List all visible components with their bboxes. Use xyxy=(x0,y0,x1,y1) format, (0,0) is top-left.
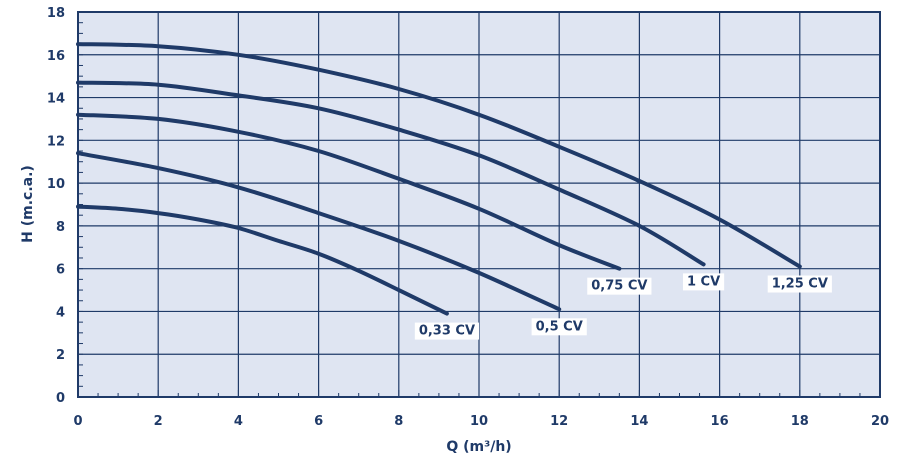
curve-line xyxy=(76,80,706,267)
x-tick-label: 16 xyxy=(711,414,729,429)
y-tick-label: 18 xyxy=(47,6,65,21)
y-tick-label: 16 xyxy=(47,49,65,64)
y-tick-label: 14 xyxy=(47,92,65,107)
curve-label-text: 0,5 CV xyxy=(536,319,583,334)
y-tick-label: 8 xyxy=(56,220,65,235)
y-tick-label: 4 xyxy=(56,305,65,320)
x-tick-label: 12 xyxy=(550,414,568,429)
curve-label: 0,33 CV xyxy=(414,322,480,340)
x-axis-title: Q (m³/h) xyxy=(446,439,511,455)
curve-label: 1 CV xyxy=(682,273,725,291)
y-tick-labels: 0 2 4 6 8 10 12 14 16 18 xyxy=(47,6,65,406)
curve-label-background xyxy=(531,318,587,336)
curve-label: 0,75 CV xyxy=(587,277,652,295)
curve-line xyxy=(76,42,802,269)
y-tick-label: 2 xyxy=(56,348,65,363)
x-tick-label: 20 xyxy=(871,414,889,429)
y-tick-label: 6 xyxy=(56,263,65,278)
curve-line xyxy=(76,151,562,312)
x-tick-label: 8 xyxy=(394,414,403,429)
curve-line xyxy=(76,204,449,316)
y-axis-title: H (m.c.a.) xyxy=(20,165,36,243)
x-tick-label: 6 xyxy=(314,414,323,429)
pump-curves xyxy=(76,42,802,316)
y-tick-label: 10 xyxy=(47,177,65,192)
x-tick-label: 14 xyxy=(630,414,648,429)
x-tick-labels: 0 2 4 6 8 10 12 14 16 18 20 xyxy=(73,414,889,429)
curve-label-text: 1,25 CV xyxy=(772,277,828,292)
curve-line xyxy=(76,112,622,271)
y-tick-label: 12 xyxy=(47,134,65,149)
curve-label-text: 1 CV xyxy=(687,274,720,289)
curve-label-background xyxy=(587,277,652,295)
x-tick-label: 10 xyxy=(470,414,488,429)
plot-frame xyxy=(77,11,881,398)
curve-label-background xyxy=(414,322,480,340)
y-tick-label: 0 xyxy=(56,391,65,406)
curve-label: 1,25 CV xyxy=(767,275,832,293)
curve-labels: 0,33 CV 0,5 CV 0,75 CV 1 CV 1,25 CV xyxy=(414,273,832,340)
curve-label: 0,5 CV xyxy=(531,318,587,336)
curve-label-background xyxy=(767,275,832,293)
curve-label-text: 0,33 CV xyxy=(419,324,475,339)
x-tick-label: 18 xyxy=(791,414,809,429)
x-tick-label: 0 xyxy=(73,414,82,429)
x-tick-label: 4 xyxy=(234,414,243,429)
x-tick-label: 2 xyxy=(154,414,163,429)
curve-label-background xyxy=(682,273,725,291)
curve-label-text: 0,75 CV xyxy=(591,279,647,294)
